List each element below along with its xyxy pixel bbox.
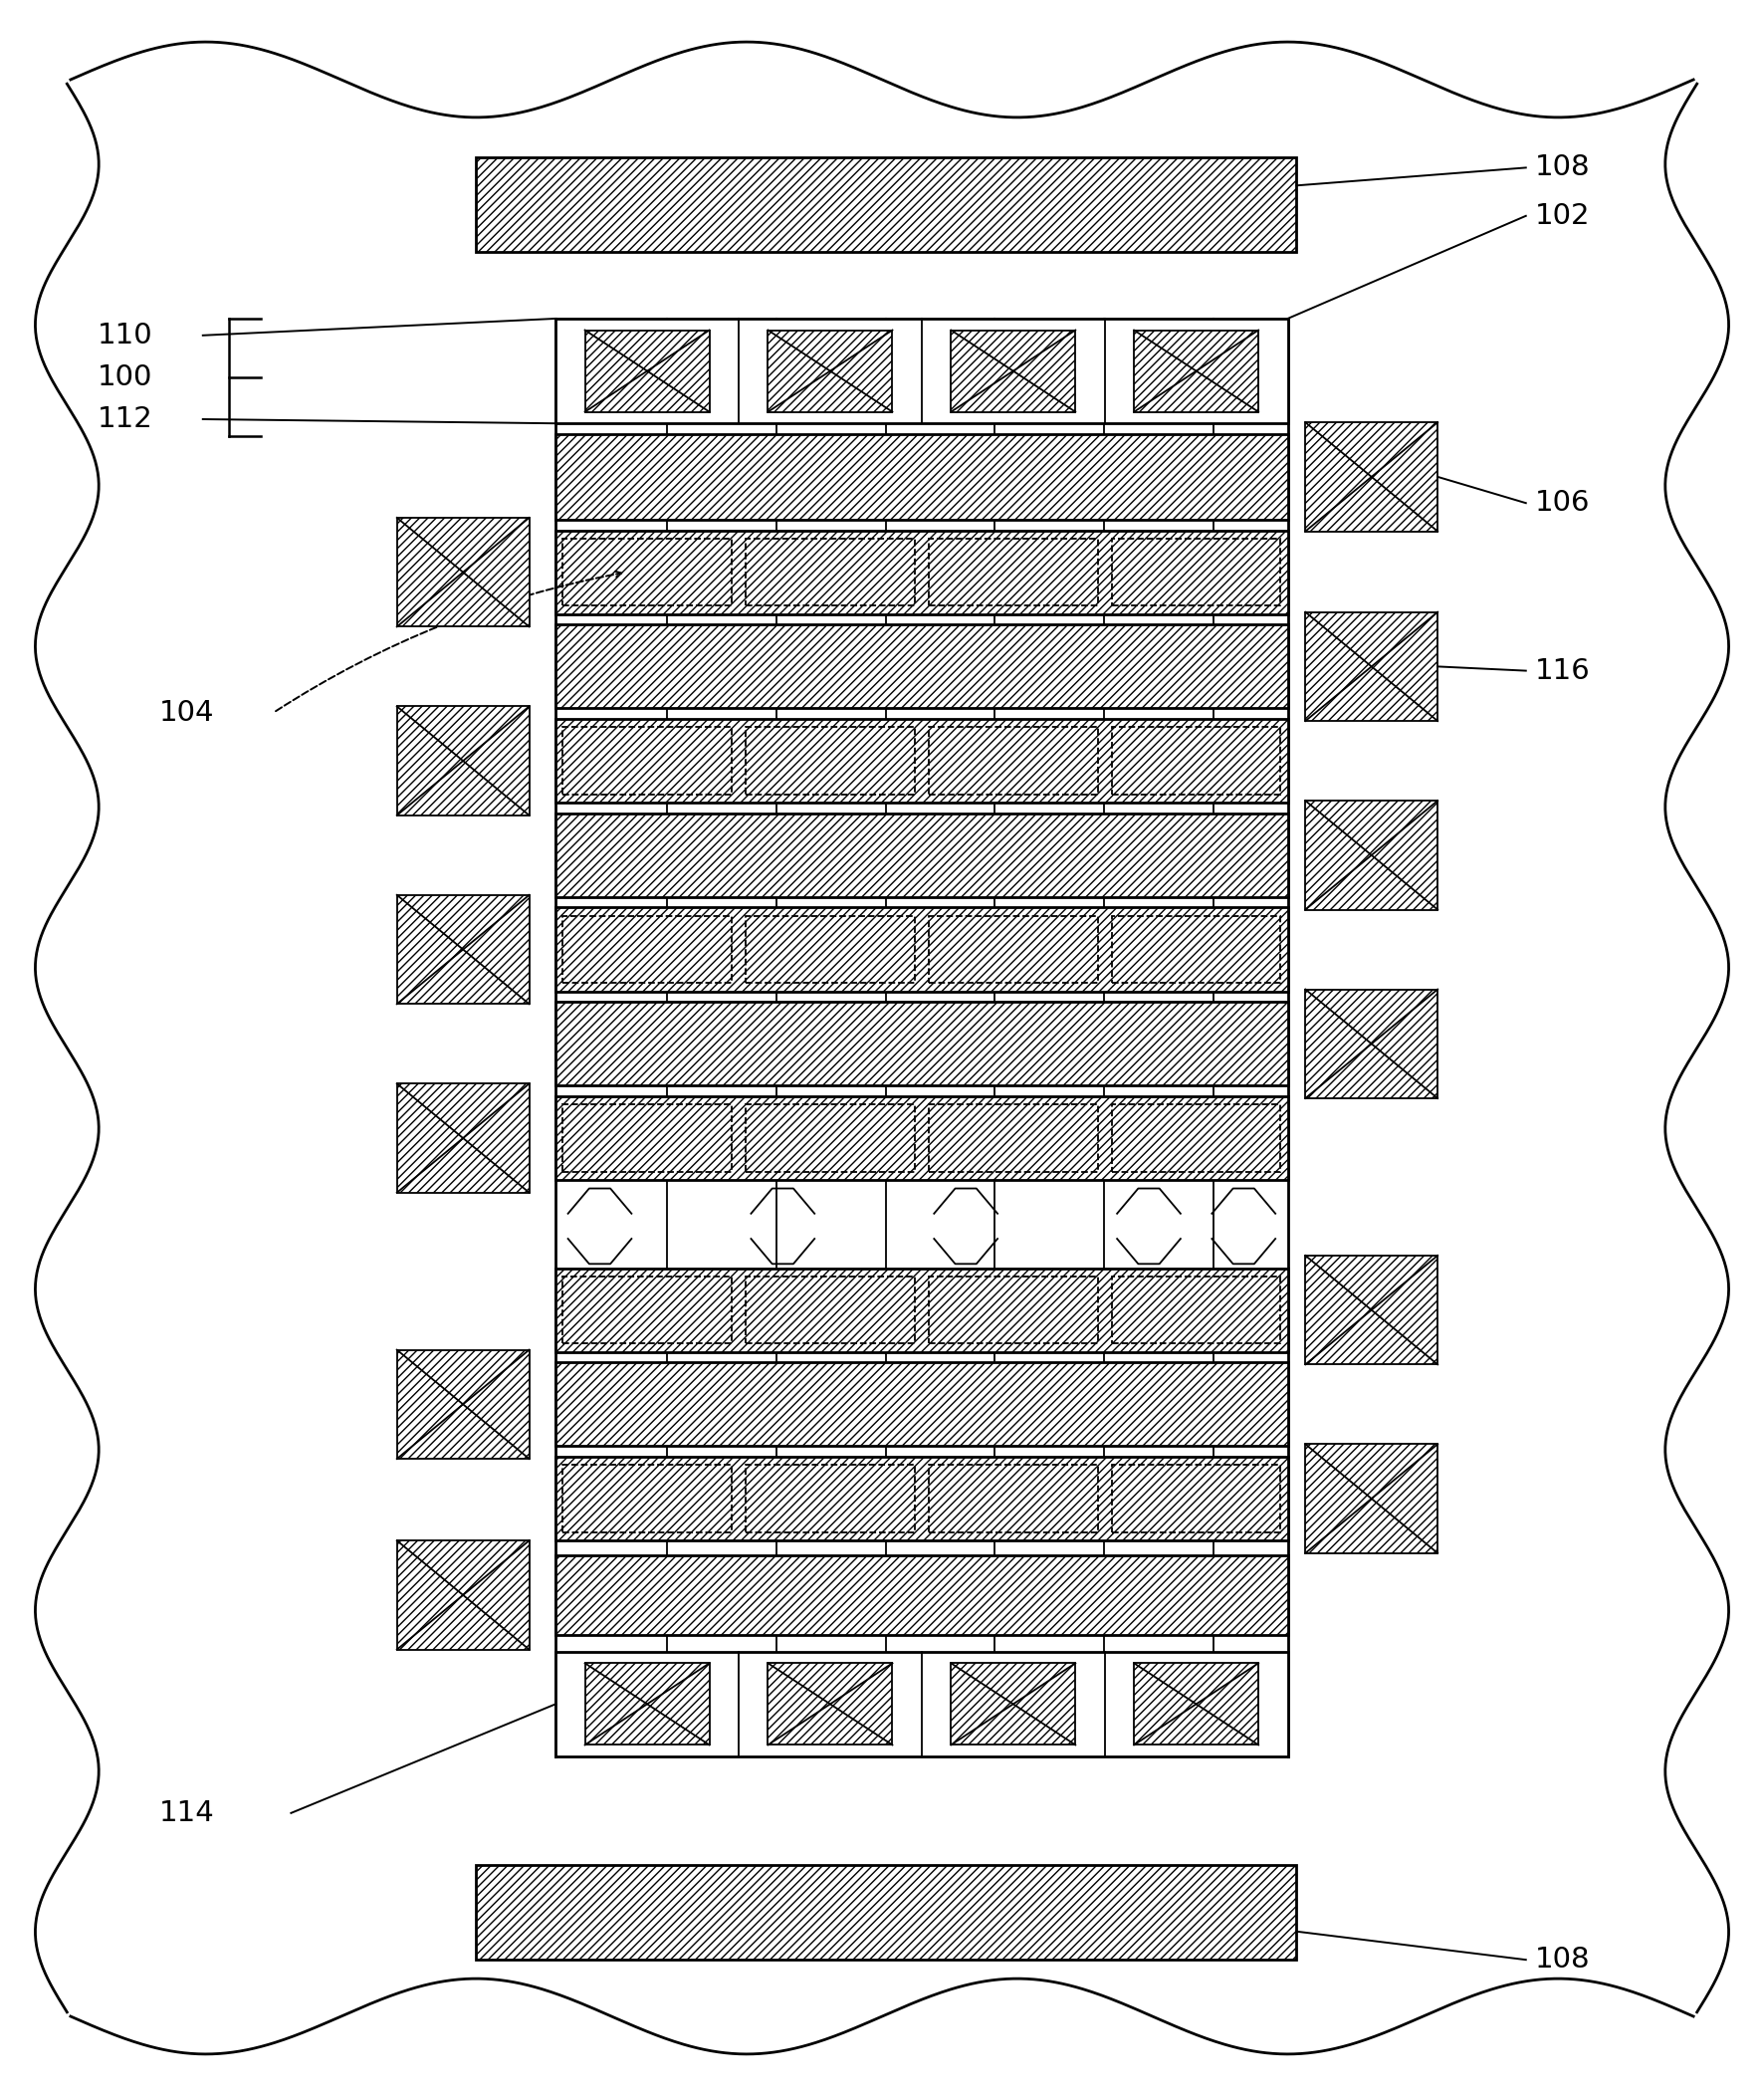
Bar [1305, 989, 1438, 1098]
Text: 104: 104 [159, 698, 213, 727]
Bar [556, 530, 1288, 614]
Bar [951, 1664, 1076, 1744]
Bar [397, 706, 529, 815]
Text: 100: 100 [97, 363, 152, 392]
Bar [563, 539, 732, 606]
Bar [556, 1096, 1288, 1180]
Bar [556, 813, 1288, 897]
Bar [746, 727, 914, 794]
Text: 102: 102 [1535, 201, 1589, 231]
Bar [746, 1105, 914, 1172]
Bar [1111, 539, 1281, 606]
Bar [556, 1457, 1288, 1541]
Text: 108: 108 [1535, 153, 1589, 182]
Bar [1111, 916, 1281, 983]
Bar [1111, 1276, 1281, 1344]
Bar [1111, 1105, 1281, 1172]
Text: 112: 112 [97, 405, 152, 434]
Bar [563, 916, 732, 983]
Bar [556, 434, 1288, 520]
Text: 110: 110 [97, 321, 152, 350]
Bar [928, 1105, 1097, 1172]
Bar [476, 157, 1297, 252]
Bar [1111, 727, 1281, 794]
Bar [556, 1362, 1288, 1446]
Bar [397, 895, 529, 1004]
Bar [746, 539, 914, 606]
Bar [746, 1276, 914, 1344]
Bar [556, 908, 1288, 991]
Bar [556, 1652, 1288, 1756]
Bar [563, 727, 732, 794]
Bar [928, 1276, 1097, 1344]
Bar [476, 1865, 1297, 1960]
Bar [1134, 329, 1258, 411]
Text: 106: 106 [1535, 488, 1589, 518]
Bar [1111, 1465, 1281, 1532]
Bar [928, 727, 1097, 794]
Bar [556, 1268, 1288, 1352]
Bar [1134, 1664, 1258, 1744]
Bar [397, 518, 529, 627]
Text: 116: 116 [1535, 656, 1589, 685]
Bar [586, 329, 709, 411]
Bar [1305, 1256, 1438, 1364]
Bar [563, 1465, 732, 1532]
Bar [397, 1350, 529, 1459]
Bar [928, 539, 1097, 606]
Bar [563, 1276, 732, 1344]
Bar [556, 319, 1288, 423]
Bar [563, 1105, 732, 1172]
Bar [746, 916, 914, 983]
Bar [1305, 801, 1438, 910]
Bar [556, 719, 1288, 803]
Bar [928, 916, 1097, 983]
Text: 108: 108 [1535, 1945, 1589, 1974]
Bar [556, 1555, 1288, 1635]
Bar [767, 329, 893, 411]
Bar [928, 1465, 1097, 1532]
Bar [767, 1664, 893, 1744]
Bar [746, 1465, 914, 1532]
Bar [951, 329, 1076, 411]
Bar [556, 1002, 1288, 1086]
Bar [1305, 421, 1438, 530]
Bar [586, 1664, 709, 1744]
Bar [397, 1541, 529, 1650]
Bar [556, 625, 1288, 708]
Bar [1305, 612, 1438, 721]
Bar [1305, 1444, 1438, 1553]
Bar [397, 1084, 529, 1193]
Text: 114: 114 [159, 1798, 213, 1828]
